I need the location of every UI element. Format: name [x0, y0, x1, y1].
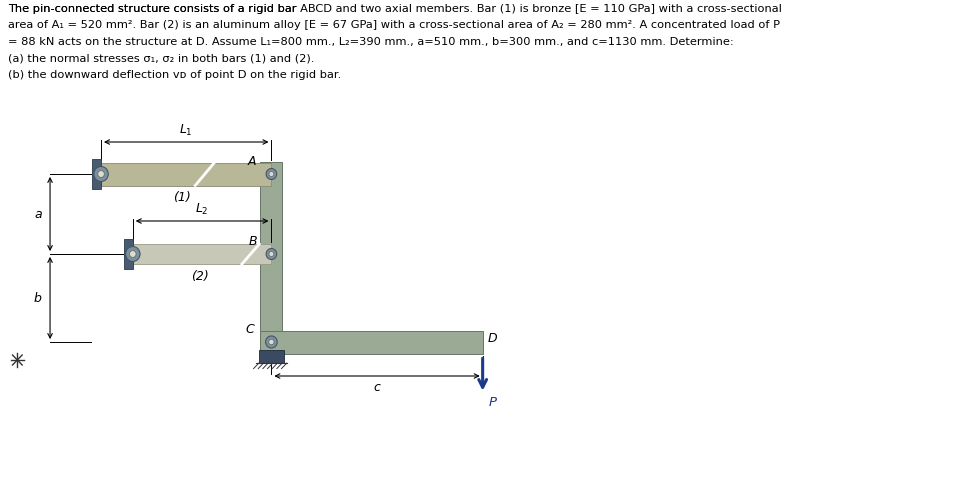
Text: $P$: $P$	[489, 396, 498, 409]
Text: $A$: $A$	[247, 155, 257, 168]
Text: $a$: $a$	[34, 208, 42, 221]
Text: $L_1$: $L_1$	[180, 123, 193, 138]
Text: $b$: $b$	[33, 291, 42, 305]
Text: $L_2$: $L_2$	[195, 202, 209, 217]
Bar	[124, 239, 132, 269]
Text: The pin-connected structure consists of a rigid bar: The pin-connected structure consists of …	[8, 4, 300, 14]
Circle shape	[269, 171, 274, 177]
Circle shape	[269, 252, 274, 257]
Bar	[259, 350, 284, 363]
Circle shape	[266, 168, 276, 180]
Text: The pin-connected structure consists of a rigid bar ​ABCD​ and two axial members: The pin-connected structure consists of …	[8, 4, 781, 14]
Circle shape	[269, 339, 274, 345]
Bar	[92, 159, 101, 189]
Circle shape	[126, 246, 140, 261]
Text: $D$: $D$	[488, 333, 498, 346]
Circle shape	[266, 248, 276, 259]
Circle shape	[98, 171, 105, 177]
Circle shape	[94, 166, 108, 182]
Circle shape	[266, 336, 277, 348]
Bar	[260, 331, 483, 353]
Text: $c$: $c$	[372, 381, 381, 394]
Text: The pin-connected structure consists of a rigid bar ABCD and two axial members. : The pin-connected structure consists of …	[8, 4, 781, 14]
Text: area of A₁ = 520 mm². Bar (2) is an aluminum alloy [E = 67 GPa] with a cross-sec: area of A₁ = 520 mm². Bar (2) is an alum…	[8, 20, 780, 30]
Text: (1): (1)	[173, 192, 190, 205]
Text: $B$: $B$	[248, 235, 257, 248]
Text: = 88 kN acts on the structure at D. Assume L₁=800 mm., L₂=390 mm., a=510 mm., b=: = 88 kN acts on the structure at D. Assu…	[8, 37, 733, 47]
Bar	[101, 163, 272, 185]
Circle shape	[130, 251, 136, 257]
Text: (a) the normal stresses σ₁, σ₂ in both bars (1) and (2).: (a) the normal stresses σ₁, σ₂ in both b…	[8, 54, 314, 63]
Text: (2): (2)	[191, 270, 209, 283]
Text: $C$: $C$	[245, 323, 255, 336]
Bar	[260, 163, 282, 342]
Bar	[132, 244, 272, 264]
Text: (b) the downward deflection vᴅ of point D on the rigid bar.: (b) the downward deflection vᴅ of point …	[8, 70, 341, 80]
